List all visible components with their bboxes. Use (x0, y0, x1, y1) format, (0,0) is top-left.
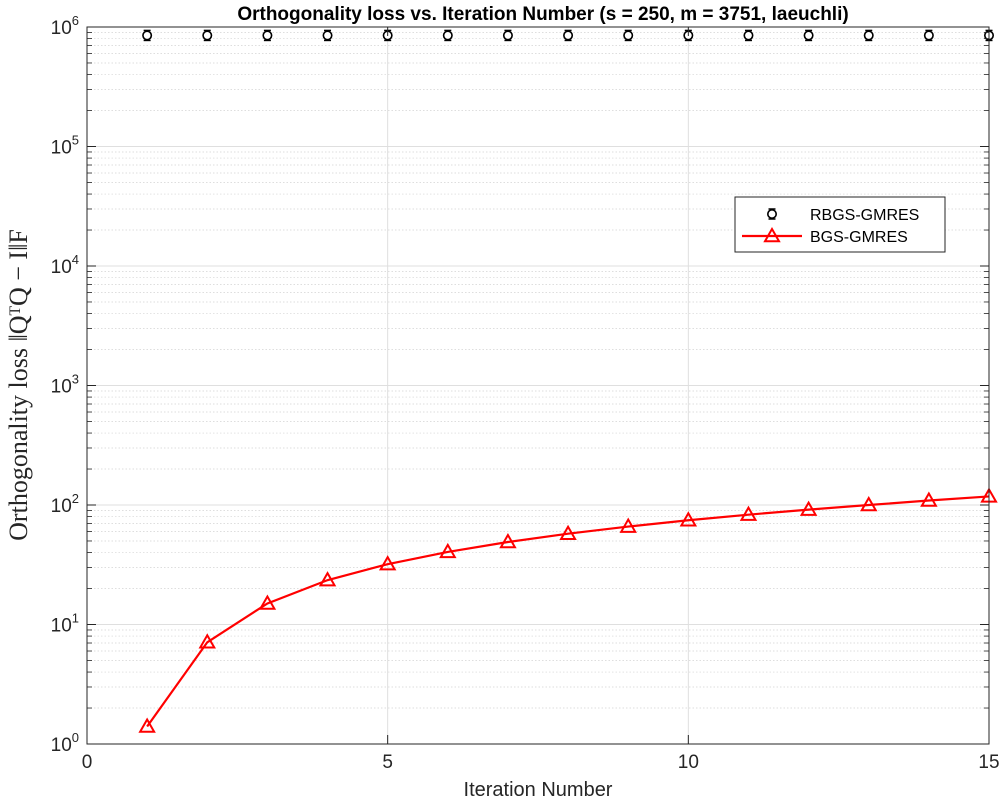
chart-title: Orthogonality loss vs. Iteration Number … (237, 4, 848, 25)
circle-marker (743, 30, 754, 41)
data-point (563, 29, 574, 42)
y-tick-label: 102 (51, 491, 79, 517)
legend-entry: BGS-GMRES (742, 226, 908, 246)
y-tick-label: 101 (51, 611, 79, 637)
legend-marker (763, 226, 781, 243)
data-point (860, 495, 878, 512)
data-point (920, 491, 938, 507)
data-point (559, 524, 577, 540)
data-point (258, 594, 277, 610)
data-point (142, 29, 153, 42)
circle-marker (863, 30, 874, 41)
y-tick-base: 10 (51, 496, 72, 517)
legend-entries: RBGS-GMRES BGS-GMRES (742, 207, 919, 246)
data-point (799, 500, 818, 516)
legend-label: BGS-GMRES (810, 229, 908, 246)
x-axis-label: Iteration Number (464, 779, 613, 801)
legend-marker (766, 208, 777, 220)
data-point (679, 511, 698, 527)
circle-marker (322, 30, 333, 41)
circle-marker (142, 30, 153, 41)
y-tick-exponent: 6 (72, 13, 79, 28)
data-point (198, 633, 216, 649)
legend-box (734, 196, 946, 253)
y-tick-label: 105 (51, 133, 79, 159)
y-tick-base: 10 (51, 18, 72, 39)
data-point (623, 29, 634, 42)
y-tick-exponent: 4 (72, 252, 79, 267)
x-tick-labels: 0 5 10 15 (82, 752, 1000, 773)
y-tick-label: 106 (51, 13, 79, 39)
legend: RBGS-GMRES BGS-GMRES (734, 196, 946, 253)
data-point (318, 571, 337, 587)
y-tick-base: 10 (51, 735, 72, 756)
y-axis-label: Orthogonality loss ‖QᵀQ − I‖F (4, 229, 33, 541)
data-point (138, 717, 156, 733)
circle-marker (502, 30, 513, 41)
x-tick-label: 15 (978, 752, 999, 773)
ticks-layer (86, 26, 990, 745)
circle-marker (563, 30, 574, 41)
data-point (499, 533, 517, 549)
data-point (619, 517, 637, 533)
y-tick-base: 10 (51, 616, 72, 637)
data-point (322, 29, 333, 42)
data-point (743, 29, 754, 42)
y-tick-exponent: 1 (72, 611, 79, 626)
data-point (442, 29, 453, 42)
data-point (803, 29, 814, 42)
data-point (923, 29, 934, 42)
y-tick-exponent: 5 (72, 133, 79, 148)
y-tick-exponent: 2 (72, 491, 79, 506)
x-tick-label: 10 (678, 752, 699, 773)
y-tick-label: 103 (51, 372, 79, 398)
circle-marker (623, 30, 634, 41)
series-rbgs-gmres (142, 29, 994, 42)
y-tick-label: 104 (51, 252, 79, 278)
circle-marker (923, 30, 934, 41)
series-line (146, 495, 990, 728)
circle-marker (202, 30, 213, 41)
data-point (202, 29, 213, 42)
y-tick-base: 10 (51, 377, 72, 398)
data-point (262, 29, 273, 42)
y-tick-label: 100 (51, 730, 79, 756)
data-point (502, 29, 513, 42)
data-point (439, 542, 457, 559)
data-point (739, 505, 758, 521)
circle-marker (262, 30, 273, 41)
legend-entry: RBGS-GMRES (766, 207, 919, 224)
legend-label: RBGS-GMRES (810, 207, 919, 224)
x-tick-label: 0 (82, 752, 93, 773)
y-tick-exponent: 0 (72, 730, 79, 745)
x-tick-label: 5 (382, 752, 393, 773)
y-tick-base: 10 (51, 257, 72, 278)
circle-marker (442, 30, 453, 41)
data-point (378, 555, 397, 571)
y-tick-exponent: 3 (72, 372, 79, 387)
series-layer (138, 29, 998, 733)
circle-marker (803, 30, 814, 41)
circle-marker (766, 209, 777, 220)
data-point (863, 29, 874, 42)
y-tick-base: 10 (51, 138, 72, 159)
